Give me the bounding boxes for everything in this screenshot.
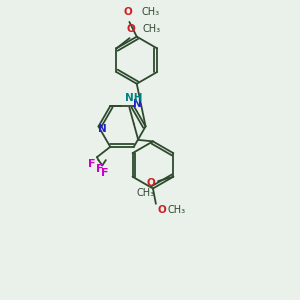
Text: O: O [124, 8, 132, 17]
Text: N: N [98, 124, 106, 134]
Text: F: F [96, 164, 104, 174]
Text: CH₃: CH₃ [168, 205, 186, 215]
Text: F: F [100, 168, 108, 178]
Text: F: F [88, 159, 95, 169]
Text: N: N [133, 99, 142, 109]
Text: CH₃: CH₃ [136, 188, 154, 199]
Text: CH₃: CH₃ [141, 8, 159, 17]
Text: NH: NH [125, 93, 142, 103]
Text: O: O [158, 205, 166, 215]
Text: O: O [147, 178, 156, 188]
Text: O: O [127, 24, 135, 34]
Text: CH₃: CH₃ [142, 24, 160, 34]
